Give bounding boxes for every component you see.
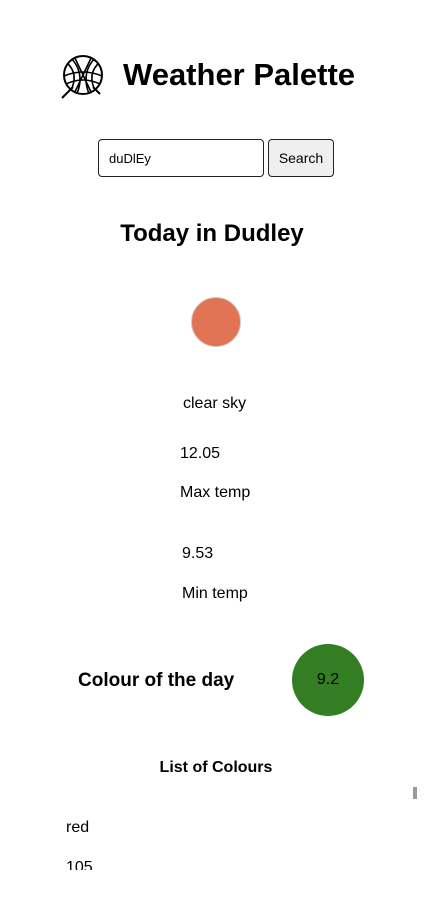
colour-list-item-name: red [66,819,90,836]
weather-description: clear sky [183,395,247,412]
min-temp-value: 9.53 [182,545,214,562]
app-title: Weather Palette [123,57,356,92]
scrollbar-thumb[interactable] [413,787,417,799]
today-heading: Today in Dudley [120,220,304,247]
colour-list-item-value: 105 [66,859,93,870]
colour-of-the-day-circle: 9.2 [292,644,364,716]
app-header: Weather Palette [0,52,424,100]
max-temp-value: 12.05 [180,445,221,462]
colour-list: red 105 [0,800,424,870]
yarn-ball-icon [60,54,106,100]
min-temp-label: Min temp [182,585,248,602]
search-button[interactable]: Search [268,139,334,177]
colour-list-heading: List of Colours [159,759,273,776]
max-temp-label: Max temp [180,484,251,501]
city-search-input[interactable] [98,139,264,177]
weather-colour-dot [191,297,241,347]
colour-of-the-day-value: 9.2 [316,671,340,688]
colour-of-the-day-label: Colour of the day [78,670,235,691]
